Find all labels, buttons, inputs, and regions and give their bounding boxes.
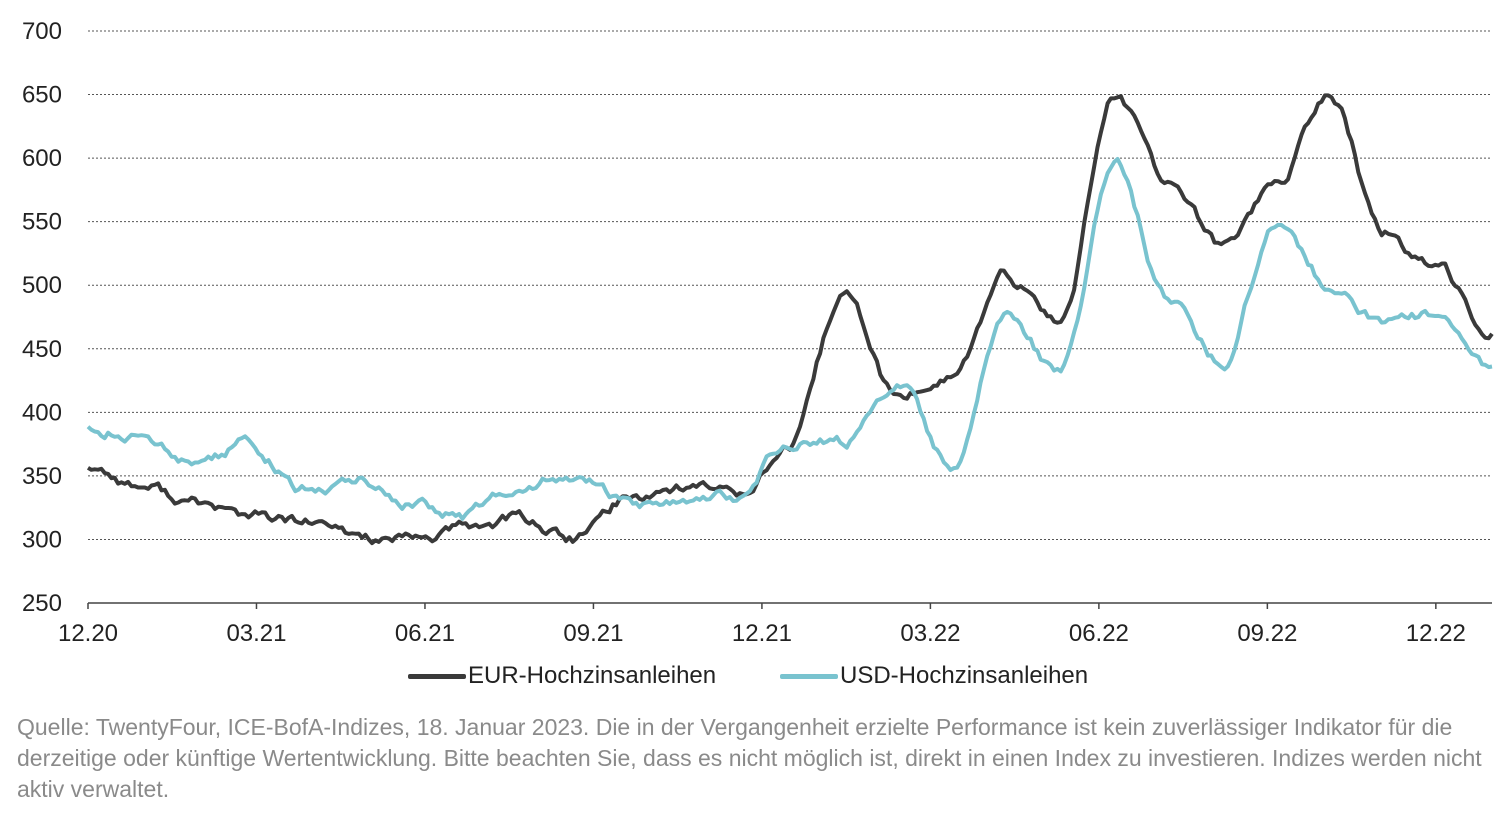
- x-tick-label: 12.20: [58, 620, 118, 647]
- x-tick-label: 12.22: [1406, 620, 1466, 647]
- series-lines: [86, 93, 1494, 546]
- legend-label-usd: USD-Hochzinsanleihen: [840, 662, 1089, 689]
- x-tick-label: 09.22: [1237, 620, 1297, 647]
- x-tick-label: 09.21: [563, 620, 623, 647]
- legend-item-eur: EUR-Hochzinsanleihen: [408, 662, 716, 690]
- y-tick-label: 550: [22, 209, 62, 236]
- x-tick-label: 03.22: [900, 620, 960, 647]
- legend-label-eur: EUR-Hochzinsanleihen: [468, 662, 717, 689]
- y-tick-label: 450: [22, 336, 62, 363]
- source-note: Quelle: TwentyFour, ICE-BofA-Indizes, 18…: [17, 714, 1482, 802]
- y-tick-label: 250: [22, 590, 62, 617]
- line-chart: 250 300 350 400 450 500 550 600 650 700 12.20 03.2…: [22, 18, 1494, 647]
- x-tick-label: 06.22: [1069, 620, 1129, 647]
- y-tick-label: 350: [22, 463, 62, 490]
- y-tick-label: 600: [22, 145, 62, 172]
- series-line-usd: [86, 157, 1493, 521]
- x-axis-ticks: 12.20 03.21 06.21 09.21 12.21 03.22 06.22 09.22…: [58, 603, 1466, 647]
- x-tick-label: 12.21: [732, 620, 792, 647]
- legend-item-usd: USD-Hochzinsanleihen: [780, 662, 1088, 690]
- legend-swatch-eur: [408, 673, 466, 679]
- y-tick-label: 500: [22, 272, 62, 299]
- y-tick-label: 400: [22, 399, 62, 426]
- y-axis-ticks: 250 300 350 400 450 500 550 600 650 700: [22, 18, 62, 617]
- legend: EUR-Hochzinsanleihen USD-Hochzinsanleihe…: [0, 656, 1500, 696]
- x-tick-label: 06.21: [395, 620, 455, 647]
- y-tick-label: 700: [22, 18, 62, 45]
- y-tick-label: 300: [22, 526, 62, 553]
- x-tick-label: 03.21: [226, 620, 286, 647]
- gridlines: [88, 30, 1492, 604]
- y-tick-label: 650: [22, 82, 62, 109]
- legend-swatch-usd: [780, 673, 838, 679]
